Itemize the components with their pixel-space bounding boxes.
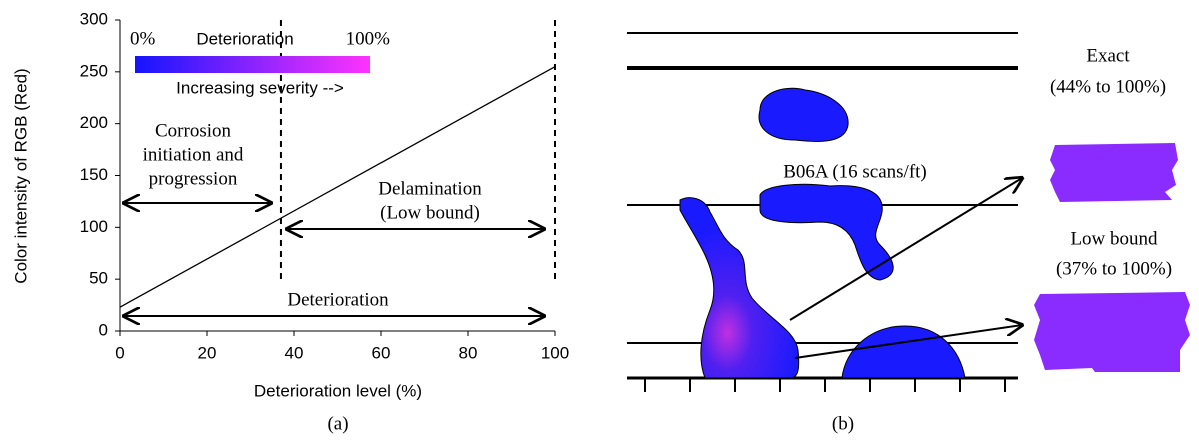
annotation: initiation and bbox=[143, 144, 244, 165]
annotation: progression bbox=[149, 168, 238, 189]
y-tick-label: 200 bbox=[80, 113, 108, 132]
exact-range: (44% to 100%) bbox=[1050, 76, 1166, 97]
y-tick-label: 50 bbox=[89, 269, 108, 288]
colorbar-caption: Increasing severity --> bbox=[176, 78, 344, 97]
scan-label: B06A (16 scans/ft) bbox=[783, 161, 927, 182]
x-tick-label: 100 bbox=[541, 343, 569, 362]
annotation: (Low bound) bbox=[380, 202, 480, 223]
y-tick-label: 0 bbox=[99, 320, 108, 339]
colorbar bbox=[135, 56, 370, 73]
colorbar-title: Deterioration bbox=[196, 29, 293, 48]
low-range: (37% to 100%) bbox=[1056, 258, 1172, 279]
y-tick-label: 250 bbox=[80, 61, 108, 80]
panel-b-image bbox=[627, 32, 1190, 392]
annotation: Delamination bbox=[378, 178, 482, 199]
annotation: Deterioration bbox=[287, 289, 389, 310]
colorbar-max: 100% bbox=[346, 28, 391, 49]
y-axis-label: Color intensity of RGB (Red) bbox=[11, 68, 30, 283]
x-tick-label: 40 bbox=[285, 343, 304, 362]
low-title: Low bound bbox=[1070, 228, 1158, 249]
annotation: Corrosion bbox=[155, 120, 232, 141]
x-axis-label: Deterioration level (%) bbox=[254, 381, 422, 400]
caption-a: (a) bbox=[327, 413, 348, 434]
x-tick-label: 80 bbox=[459, 343, 478, 362]
x-tick-label: 60 bbox=[372, 343, 391, 362]
y-tick-label: 100 bbox=[80, 217, 108, 236]
x-tick-label: 20 bbox=[198, 343, 217, 362]
y-tick-label: 300 bbox=[80, 9, 108, 28]
colorbar-min: 0% bbox=[130, 28, 156, 49]
exact-title: Exact bbox=[1086, 45, 1130, 66]
y-tick-label: 150 bbox=[80, 165, 108, 184]
data-line bbox=[119, 66, 556, 308]
caption-b: (b) bbox=[832, 413, 854, 434]
x-tick-label: 0 bbox=[115, 343, 124, 362]
